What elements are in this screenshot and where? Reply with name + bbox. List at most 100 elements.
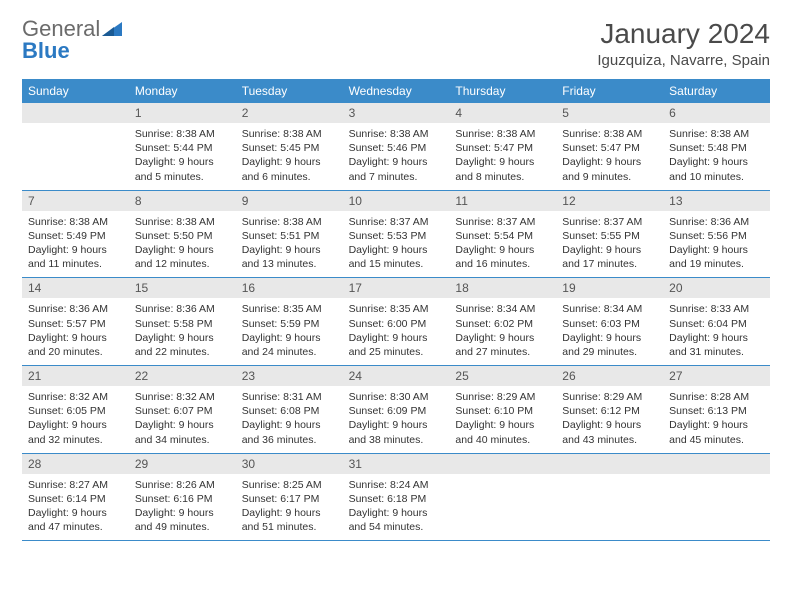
calendar-cell: 25Sunrise: 8:29 AMSunset: 6:10 PMDayligh… bbox=[449, 366, 556, 453]
calendar-cell: 8Sunrise: 8:38 AMSunset: 5:50 PMDaylight… bbox=[129, 191, 236, 278]
cell-body: Sunrise: 8:38 AMSunset: 5:44 PMDaylight:… bbox=[129, 123, 236, 190]
cell-body: Sunrise: 8:38 AMSunset: 5:50 PMDaylight:… bbox=[129, 211, 236, 278]
day-number: 14 bbox=[22, 278, 129, 298]
sunrise-text: Sunrise: 8:37 AM bbox=[455, 215, 550, 229]
dl2-text: and 15 minutes. bbox=[349, 257, 444, 271]
calendar-cell: 15Sunrise: 8:36 AMSunset: 5:58 PMDayligh… bbox=[129, 278, 236, 365]
sunset-text: Sunset: 5:47 PM bbox=[562, 141, 657, 155]
sunrise-text: Sunrise: 8:24 AM bbox=[349, 478, 444, 492]
dl2-text: and 8 minutes. bbox=[455, 170, 550, 184]
sunset-text: Sunset: 5:45 PM bbox=[242, 141, 337, 155]
calendar: Sunday Monday Tuesday Wednesday Thursday… bbox=[0, 79, 792, 541]
sunset-text: Sunset: 5:56 PM bbox=[669, 229, 764, 243]
dl1-text: Daylight: 9 hours bbox=[669, 243, 764, 257]
dl2-text: and 22 minutes. bbox=[135, 345, 230, 359]
day-number: 22 bbox=[129, 366, 236, 386]
dl1-text: Daylight: 9 hours bbox=[562, 331, 657, 345]
calendar-cell: 30Sunrise: 8:25 AMSunset: 6:17 PMDayligh… bbox=[236, 454, 343, 541]
cell-body: Sunrise: 8:37 AMSunset: 5:53 PMDaylight:… bbox=[343, 211, 450, 278]
sunrise-text: Sunrise: 8:27 AM bbox=[28, 478, 123, 492]
calendar-cell: 20Sunrise: 8:33 AMSunset: 6:04 PMDayligh… bbox=[663, 278, 770, 365]
calendar-cell: 10Sunrise: 8:37 AMSunset: 5:53 PMDayligh… bbox=[343, 191, 450, 278]
calendar-cell: 2Sunrise: 8:38 AMSunset: 5:45 PMDaylight… bbox=[236, 103, 343, 190]
dl1-text: Daylight: 9 hours bbox=[28, 506, 123, 520]
dl1-text: Daylight: 9 hours bbox=[455, 155, 550, 169]
dl2-text: and 45 minutes. bbox=[669, 433, 764, 447]
cell-body: Sunrise: 8:29 AMSunset: 6:12 PMDaylight:… bbox=[556, 386, 663, 453]
cell-body: Sunrise: 8:38 AMSunset: 5:46 PMDaylight:… bbox=[343, 123, 450, 190]
dl1-text: Daylight: 9 hours bbox=[28, 418, 123, 432]
calendar-cell bbox=[449, 454, 556, 541]
logo-word-2: Blue bbox=[22, 38, 70, 63]
dl2-text: and 29 minutes. bbox=[562, 345, 657, 359]
dl1-text: Daylight: 9 hours bbox=[28, 243, 123, 257]
day-number: 12 bbox=[556, 191, 663, 211]
day-number: 10 bbox=[343, 191, 450, 211]
cell-body: Sunrise: 8:35 AMSunset: 5:59 PMDaylight:… bbox=[236, 298, 343, 365]
dl2-text: and 49 minutes. bbox=[135, 520, 230, 534]
dl2-text: and 16 minutes. bbox=[455, 257, 550, 271]
sunset-text: Sunset: 5:44 PM bbox=[135, 141, 230, 155]
cell-body: Sunrise: 8:37 AMSunset: 5:54 PMDaylight:… bbox=[449, 211, 556, 278]
calendar-cell: 9Sunrise: 8:38 AMSunset: 5:51 PMDaylight… bbox=[236, 191, 343, 278]
sunset-text: Sunset: 5:57 PM bbox=[28, 317, 123, 331]
cell-body: Sunrise: 8:38 AMSunset: 5:45 PMDaylight:… bbox=[236, 123, 343, 190]
day-number: 19 bbox=[556, 278, 663, 298]
dl1-text: Daylight: 9 hours bbox=[455, 331, 550, 345]
calendar-cell: 5Sunrise: 8:38 AMSunset: 5:47 PMDaylight… bbox=[556, 103, 663, 190]
sunset-text: Sunset: 5:58 PM bbox=[135, 317, 230, 331]
sunset-text: Sunset: 5:51 PM bbox=[242, 229, 337, 243]
dl1-text: Daylight: 9 hours bbox=[669, 331, 764, 345]
sunrise-text: Sunrise: 8:38 AM bbox=[562, 127, 657, 141]
day-number: 11 bbox=[449, 191, 556, 211]
sunset-text: Sunset: 5:55 PM bbox=[562, 229, 657, 243]
dl1-text: Daylight: 9 hours bbox=[135, 331, 230, 345]
calendar-cell: 27Sunrise: 8:28 AMSunset: 6:13 PMDayligh… bbox=[663, 366, 770, 453]
day-number: 21 bbox=[22, 366, 129, 386]
dl2-text: and 27 minutes. bbox=[455, 345, 550, 359]
cell-body: Sunrise: 8:35 AMSunset: 6:00 PMDaylight:… bbox=[343, 298, 450, 365]
cell-body: Sunrise: 8:38 AMSunset: 5:48 PMDaylight:… bbox=[663, 123, 770, 190]
calendar-cell: 1Sunrise: 8:38 AMSunset: 5:44 PMDaylight… bbox=[129, 103, 236, 190]
sunrise-text: Sunrise: 8:32 AM bbox=[135, 390, 230, 404]
sunrise-text: Sunrise: 8:38 AM bbox=[135, 215, 230, 229]
calendar-cell: 28Sunrise: 8:27 AMSunset: 6:14 PMDayligh… bbox=[22, 454, 129, 541]
day-number: 28 bbox=[22, 454, 129, 474]
sunset-text: Sunset: 5:47 PM bbox=[455, 141, 550, 155]
cell-body: Sunrise: 8:32 AMSunset: 6:05 PMDaylight:… bbox=[22, 386, 129, 453]
day-number: 27 bbox=[663, 366, 770, 386]
sunset-text: Sunset: 6:10 PM bbox=[455, 404, 550, 418]
dl1-text: Daylight: 9 hours bbox=[349, 506, 444, 520]
sunrise-text: Sunrise: 8:38 AM bbox=[669, 127, 764, 141]
dl1-text: Daylight: 9 hours bbox=[242, 418, 337, 432]
dl1-text: Daylight: 9 hours bbox=[562, 155, 657, 169]
dl2-text: and 36 minutes. bbox=[242, 433, 337, 447]
location: Iguzquiza, Navarre, Spain bbox=[597, 52, 770, 69]
day-number: 15 bbox=[129, 278, 236, 298]
day-number: 13 bbox=[663, 191, 770, 211]
dl1-text: Daylight: 9 hours bbox=[455, 243, 550, 257]
sunrise-text: Sunrise: 8:28 AM bbox=[669, 390, 764, 404]
day-number: 6 bbox=[663, 103, 770, 123]
dl1-text: Daylight: 9 hours bbox=[28, 331, 123, 345]
cell-body: Sunrise: 8:31 AMSunset: 6:08 PMDaylight:… bbox=[236, 386, 343, 453]
calendar-cell bbox=[22, 103, 129, 190]
triangle-icon bbox=[102, 18, 122, 40]
day-number bbox=[22, 103, 129, 123]
sunset-text: Sunset: 6:12 PM bbox=[562, 404, 657, 418]
calendar-cell bbox=[556, 454, 663, 541]
sunrise-text: Sunrise: 8:35 AM bbox=[349, 302, 444, 316]
cell-body: Sunrise: 8:27 AMSunset: 6:14 PMDaylight:… bbox=[22, 474, 129, 541]
cell-body: Sunrise: 8:36 AMSunset: 5:57 PMDaylight:… bbox=[22, 298, 129, 365]
cell-body: Sunrise: 8:32 AMSunset: 6:07 PMDaylight:… bbox=[129, 386, 236, 453]
sunrise-text: Sunrise: 8:33 AM bbox=[669, 302, 764, 316]
sunrise-text: Sunrise: 8:38 AM bbox=[242, 127, 337, 141]
week-row: 14Sunrise: 8:36 AMSunset: 5:57 PMDayligh… bbox=[22, 278, 770, 366]
logo-text: General Blue bbox=[22, 18, 122, 62]
title-block: January 2024 Iguzquiza, Navarre, Spain bbox=[597, 18, 770, 69]
cell-body: Sunrise: 8:36 AMSunset: 5:58 PMDaylight:… bbox=[129, 298, 236, 365]
sunset-text: Sunset: 6:00 PM bbox=[349, 317, 444, 331]
dl2-text: and 38 minutes. bbox=[349, 433, 444, 447]
sunrise-text: Sunrise: 8:31 AM bbox=[242, 390, 337, 404]
day-number bbox=[663, 454, 770, 474]
